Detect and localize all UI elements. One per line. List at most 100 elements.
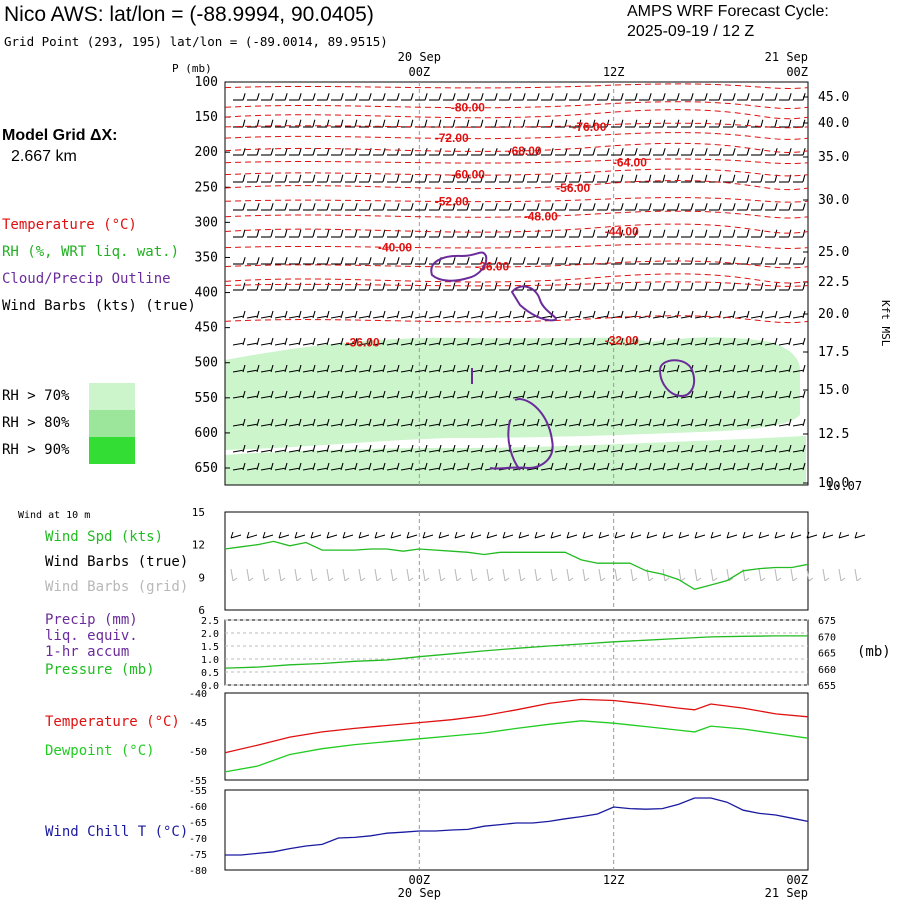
wind-barb xyxy=(793,257,806,265)
wind-barb xyxy=(288,364,302,373)
wind-barb xyxy=(247,93,260,101)
wind-barb xyxy=(708,364,722,373)
wind-barb-shaft xyxy=(680,395,691,399)
wind-barb-shaft xyxy=(736,395,747,399)
wind-barb-flag xyxy=(502,531,506,539)
wind-barb-shaft xyxy=(456,342,467,346)
wind-barb xyxy=(498,310,512,319)
wind-barb-flag xyxy=(340,148,344,156)
wind-barb-shaft xyxy=(736,369,747,373)
wind-barb xyxy=(400,462,414,471)
wind-barb-flag xyxy=(494,229,498,237)
wind-barb xyxy=(302,337,316,346)
grid-wind-barb-flag xyxy=(552,577,558,582)
temperature-isotherm xyxy=(224,273,809,284)
wind-barb-shaft xyxy=(442,423,453,427)
wind-barb xyxy=(527,93,540,101)
wind-barb xyxy=(345,93,358,101)
wind-barb xyxy=(695,229,708,238)
wind-barb-flag xyxy=(536,337,540,346)
wind-barb xyxy=(345,282,358,291)
wind-barb-flag xyxy=(788,148,792,156)
wind-barb-flag xyxy=(662,444,666,453)
wind-barb-shaft xyxy=(344,315,355,319)
wind-barb-flag xyxy=(368,462,372,471)
wind-barb xyxy=(666,337,680,346)
wind-barb xyxy=(400,418,414,427)
legend-temperature: Temperature (°C) xyxy=(2,217,137,233)
wind-barb-shaft xyxy=(596,342,607,346)
wind-barb-flag xyxy=(270,462,274,471)
wind-barb xyxy=(345,229,358,238)
pressure-panel-frame xyxy=(224,619,809,686)
grid-wind-barb-shaft xyxy=(758,568,762,582)
wind-barb-flag xyxy=(480,119,484,127)
wind-barb-shaft xyxy=(414,315,425,319)
wind-barb xyxy=(793,229,806,238)
wind-barb-flag xyxy=(634,282,638,290)
wind-barb-shaft xyxy=(694,534,706,539)
wind-barb-flag xyxy=(424,310,428,319)
wind-barb-10m xyxy=(310,531,322,539)
wind-barb xyxy=(583,282,596,291)
wind-barb-flag xyxy=(630,531,634,539)
grid-wind-barb-shaft xyxy=(326,568,330,582)
wind-barb xyxy=(345,203,358,211)
wind-barb-flag xyxy=(256,119,260,127)
wind-barb-flag xyxy=(620,229,624,237)
wind-barb-flag xyxy=(564,203,568,211)
wind-barb-flag xyxy=(382,257,386,265)
pressure-tick-label: 250 xyxy=(195,180,218,195)
wind-barb-shaft xyxy=(806,534,818,539)
wind-barb-flag xyxy=(340,418,344,427)
wind-barb-flag xyxy=(340,174,344,182)
bottom-time-tick-label: 00Z xyxy=(786,873,808,887)
wind-barb-shaft xyxy=(372,395,383,399)
wind-barb xyxy=(569,93,582,101)
wind-barb-shaft xyxy=(246,449,257,453)
wind-barb-shaft xyxy=(246,369,257,373)
grid-wind-barb xyxy=(614,568,622,582)
wind-barb xyxy=(400,337,414,346)
wind-barb-shaft xyxy=(400,342,411,346)
wind-barb xyxy=(401,229,414,238)
grid-wind-barb xyxy=(534,568,542,582)
wind-barb-flag xyxy=(312,93,316,101)
wind-barb xyxy=(457,229,470,238)
wind-barb-shaft xyxy=(554,467,565,471)
wind-barb-flag xyxy=(718,119,722,127)
wind-barb-shaft xyxy=(512,423,523,427)
wind-barb-flag xyxy=(494,203,498,211)
wind-barb-flag xyxy=(368,174,372,182)
wind-barb xyxy=(555,282,568,291)
grid-wind-barb xyxy=(694,568,702,582)
height-tick-label: 40.0 xyxy=(818,116,849,131)
wind-barb-shaft xyxy=(246,467,257,471)
wind-barb xyxy=(625,93,638,101)
wind-barb-flag xyxy=(732,257,736,265)
dewpoint-label: Dewpoint (°C) xyxy=(45,743,155,759)
wind-barb xyxy=(247,282,260,291)
wind-barb xyxy=(499,282,512,291)
wind-barb-flag xyxy=(648,390,652,399)
grid-wind-barb-shaft xyxy=(342,568,346,582)
grid-wind-barb xyxy=(790,568,798,582)
wind-barb xyxy=(499,203,512,211)
wind-barb xyxy=(330,337,344,346)
wind-barb-flag xyxy=(550,390,554,399)
wind-barb xyxy=(233,148,246,156)
wind-barb-shaft xyxy=(302,449,313,453)
pressure-tick-label: 150 xyxy=(195,110,218,125)
wind-barb xyxy=(372,337,386,346)
wind-barb xyxy=(792,337,806,346)
wind-barb xyxy=(764,364,778,373)
wind-barb xyxy=(709,282,722,291)
grid-wind-barb-flag xyxy=(728,577,734,582)
wind-barb-flag xyxy=(648,282,652,290)
wind-barb-flag xyxy=(788,203,792,211)
wind-barb-flag xyxy=(284,418,288,427)
wind-barb-flag xyxy=(550,119,554,127)
wind-barb xyxy=(596,364,610,373)
wind-barb xyxy=(512,337,526,346)
wind-barb-flag xyxy=(746,93,750,101)
